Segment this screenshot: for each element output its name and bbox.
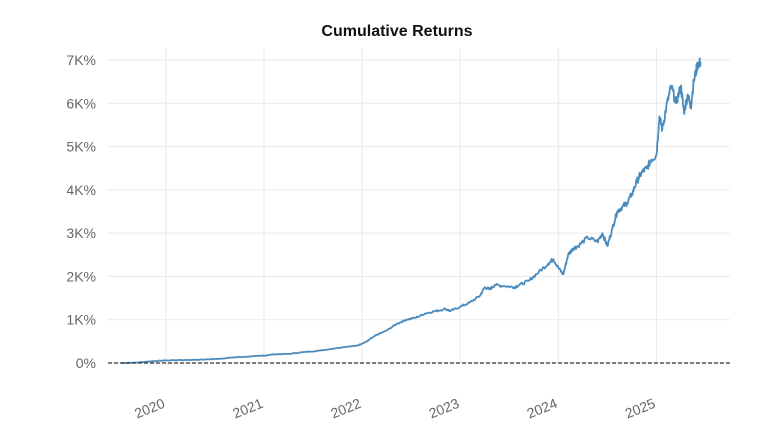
- series-layer: [121, 57, 702, 364]
- x-axis-tick-labels: 2020 2021 2022 2023 2024 2025: [132, 395, 658, 422]
- grid-lines: [108, 48, 730, 364]
- y-tick-label: 4K%: [66, 182, 96, 198]
- y-tick-label: 2K%: [66, 268, 96, 284]
- cumulative-returns-line: [121, 57, 702, 364]
- y-tick-label: 5K%: [66, 139, 96, 155]
- y-tick-label: 7K%: [66, 52, 96, 68]
- x-tick-label: 2025: [623, 395, 658, 422]
- y-tick-label: 6K%: [66, 95, 96, 111]
- x-tick-label: 2023: [426, 395, 461, 422]
- y-tick-label: 0%: [76, 355, 96, 371]
- x-tick-label: 2021: [230, 395, 265, 422]
- y-axis-tick-labels: 0% 1K% 2K% 3K% 4K% 5K% 6K% 7K%: [66, 52, 96, 371]
- y-tick-label: 3K%: [66, 225, 96, 241]
- x-tick-label: 2020: [132, 395, 167, 422]
- chart-title: Cumulative Returns: [321, 23, 472, 40]
- y-tick-label: 1K%: [66, 312, 96, 328]
- x-tick-label: 2022: [328, 395, 363, 422]
- x-tick-label: 2024: [525, 395, 560, 422]
